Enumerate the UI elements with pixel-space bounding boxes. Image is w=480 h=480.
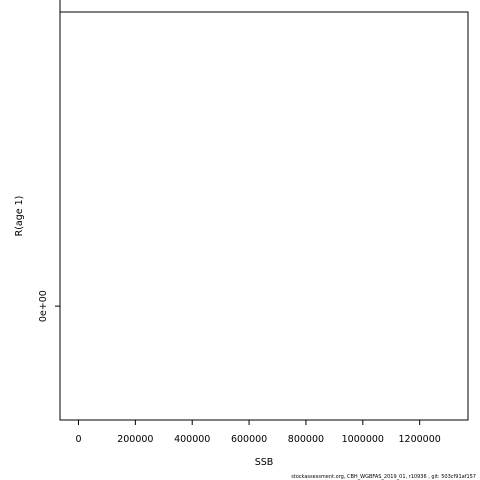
x-axis-label: SSB [255,457,274,468]
x-tick-label: 1000000 [342,434,384,445]
x-tick-label: 800000 [288,434,324,445]
x-tick-label: 1200000 [399,434,441,445]
plot-frame [59,11,469,421]
x-tick-label: 600000 [231,434,267,445]
y-axis-label: R(age 1) [14,196,25,237]
footer-credit: stockassessment.org, CBH_WGBFAS_2019_01,… [291,474,476,480]
y-tick-label: 0e+00 [38,290,49,322]
x-tick-label: 400000 [174,434,210,445]
x-tick-label: 200000 [117,434,153,445]
axes: 0 200000 400000 600000 800000 1000000 1200000 0… [38,0,441,445]
x-tick-label: 0 [75,434,81,445]
